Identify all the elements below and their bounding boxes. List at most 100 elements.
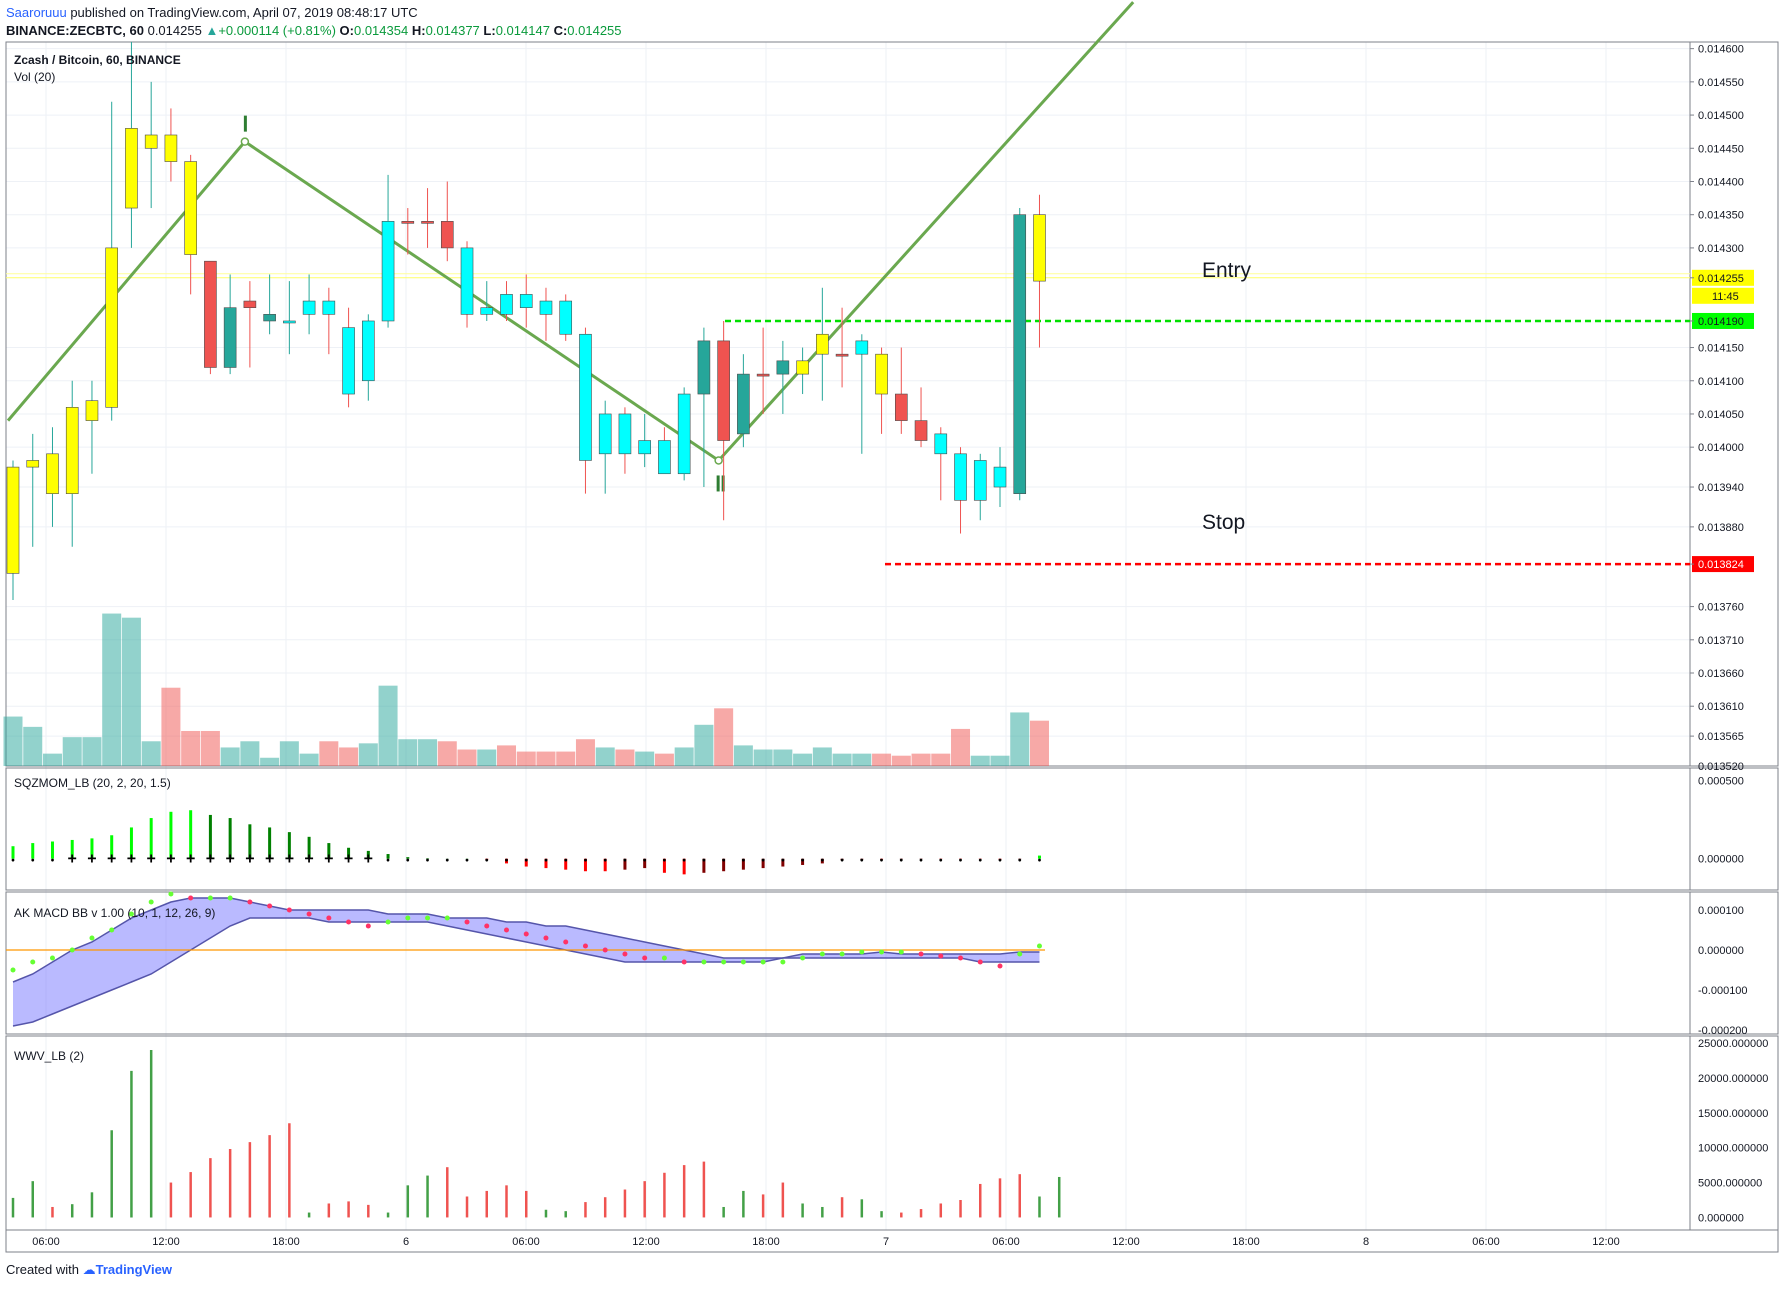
macd-dot (247, 899, 253, 905)
macd-dot (109, 927, 115, 933)
pane-labels: Zcash / Bitcoin, 60, BINANCE Vol (20) En… (14, 53, 1252, 1063)
wwv-pane (11, 1049, 1061, 1218)
trend-anchor-point (240, 137, 250, 146)
ohlc-line: BINANCE:ZECBTC, 60 0.014255 ▲+0.000114 (… (6, 22, 622, 40)
macd-dot (701, 959, 707, 965)
candle-body (46, 453, 59, 494)
volume-bar (556, 751, 576, 766)
candle-body (1013, 214, 1027, 494)
price-tick-label: 0.013520 (1698, 761, 1744, 773)
stop-label: Stop (1202, 511, 1245, 534)
close-label: C: (553, 23, 568, 38)
candle-body (362, 320, 375, 382)
squeeze-dot: • (900, 856, 904, 867)
squeeze-dot: + (245, 851, 254, 868)
band-lower (12, 917, 1040, 1027)
time-tick-label: 06:00 (1472, 1236, 1500, 1248)
up-arrow-icon: ▲ (205, 23, 219, 38)
volume-bar (536, 751, 556, 766)
created-with: Created with (6, 1262, 79, 1277)
candle-body (539, 300, 553, 315)
open-value: 0.014354 (353, 23, 409, 38)
candle-body (223, 307, 237, 368)
volume-bar (753, 749, 773, 766)
volume-bar (714, 708, 734, 766)
squeeze-dot: • (761, 856, 765, 867)
macd-dot (148, 899, 154, 905)
band-upper (12, 897, 1040, 983)
squeeze-dot: • (1038, 856, 1042, 867)
macd-dot (464, 919, 470, 925)
macd-dot (49, 955, 55, 961)
squeeze-dot: • (386, 856, 390, 867)
macd-dot (819, 951, 825, 957)
candle-body (638, 440, 651, 455)
candle-body (302, 300, 316, 315)
volume-bar (378, 685, 398, 766)
volume-bar (497, 745, 516, 766)
candle-body (480, 307, 494, 315)
macd-pane (6, 891, 1045, 1027)
candle-body (125, 128, 138, 209)
macd-dot (346, 919, 352, 925)
squeeze-dot: + (147, 851, 156, 868)
time-tick-label: 18:00 (272, 1236, 300, 1248)
candle-body (993, 466, 1007, 488)
time-tag (1692, 287, 1754, 304)
squeeze-dot: + (186, 851, 195, 868)
price-tick-label: 0.014550 (1698, 77, 1744, 89)
squeeze-dot: • (524, 856, 528, 867)
time-tick-label: 12:00 (152, 1236, 180, 1248)
squeeze-dot: • (722, 856, 726, 867)
macd-dot (207, 895, 213, 901)
volume-bar (62, 737, 82, 766)
wwv-tick-label: 0.000000 (1698, 1212, 1744, 1224)
pane-border (5, 41, 1779, 767)
volume-bar (970, 755, 990, 766)
candle-body (342, 327, 355, 395)
squeeze-dot: + (107, 851, 116, 868)
macd-dot (267, 903, 273, 909)
high-label: H: (411, 23, 426, 38)
close-value: 0.014255 (567, 23, 622, 38)
price-tick-label: 0.014400 (1698, 176, 1744, 188)
price-tick-label: 0.014255 (1698, 273, 1744, 285)
volume-bar (654, 753, 674, 766)
macd-dot (898, 949, 904, 955)
time-tick-label: 12:00 (1112, 1236, 1140, 1248)
volume-bar (240, 741, 260, 766)
macd-dot (188, 895, 194, 901)
volume-bar (398, 739, 418, 766)
candle-body (263, 314, 276, 322)
volume-bar (279, 741, 299, 766)
publish-line: Saaroruuu published on TradingView.com, … (6, 4, 622, 22)
candle-body (421, 221, 434, 224)
squeeze-dot: • (840, 856, 844, 867)
squeeze-dot: + (364, 851, 373, 868)
grid-lines (6, 42, 1690, 1230)
price-change: +0.000114 (+0.81%) (218, 23, 336, 38)
volume-bar (852, 753, 872, 766)
squeeze-dot: • (682, 856, 686, 867)
tradingview-brand[interactable]: TradingView (95, 1262, 172, 1277)
candle-body (204, 260, 217, 368)
candle-body (6, 466, 20, 574)
volume-bar (141, 741, 161, 766)
author-link[interactable]: Saaroruuu (6, 5, 67, 20)
entry-label: Entry (1202, 259, 1252, 282)
volume-bar (477, 749, 497, 766)
squeeze-dot: + (344, 851, 353, 868)
trend-polyline[interactable] (6, 1, 1135, 463)
time-axis-border (5, 1229, 1779, 1253)
trend-line[interactable] (6, 1, 1135, 492)
price-tick-label: 0.013880 (1698, 522, 1744, 534)
volume-bar (812, 747, 832, 766)
price-tick-label: 0.014350 (1698, 210, 1744, 222)
candle-body (460, 247, 474, 315)
candle-body (717, 340, 730, 441)
candle-body (559, 300, 573, 335)
candle-body (756, 373, 770, 377)
candle-body (65, 407, 79, 494)
candle-body (144, 134, 158, 149)
